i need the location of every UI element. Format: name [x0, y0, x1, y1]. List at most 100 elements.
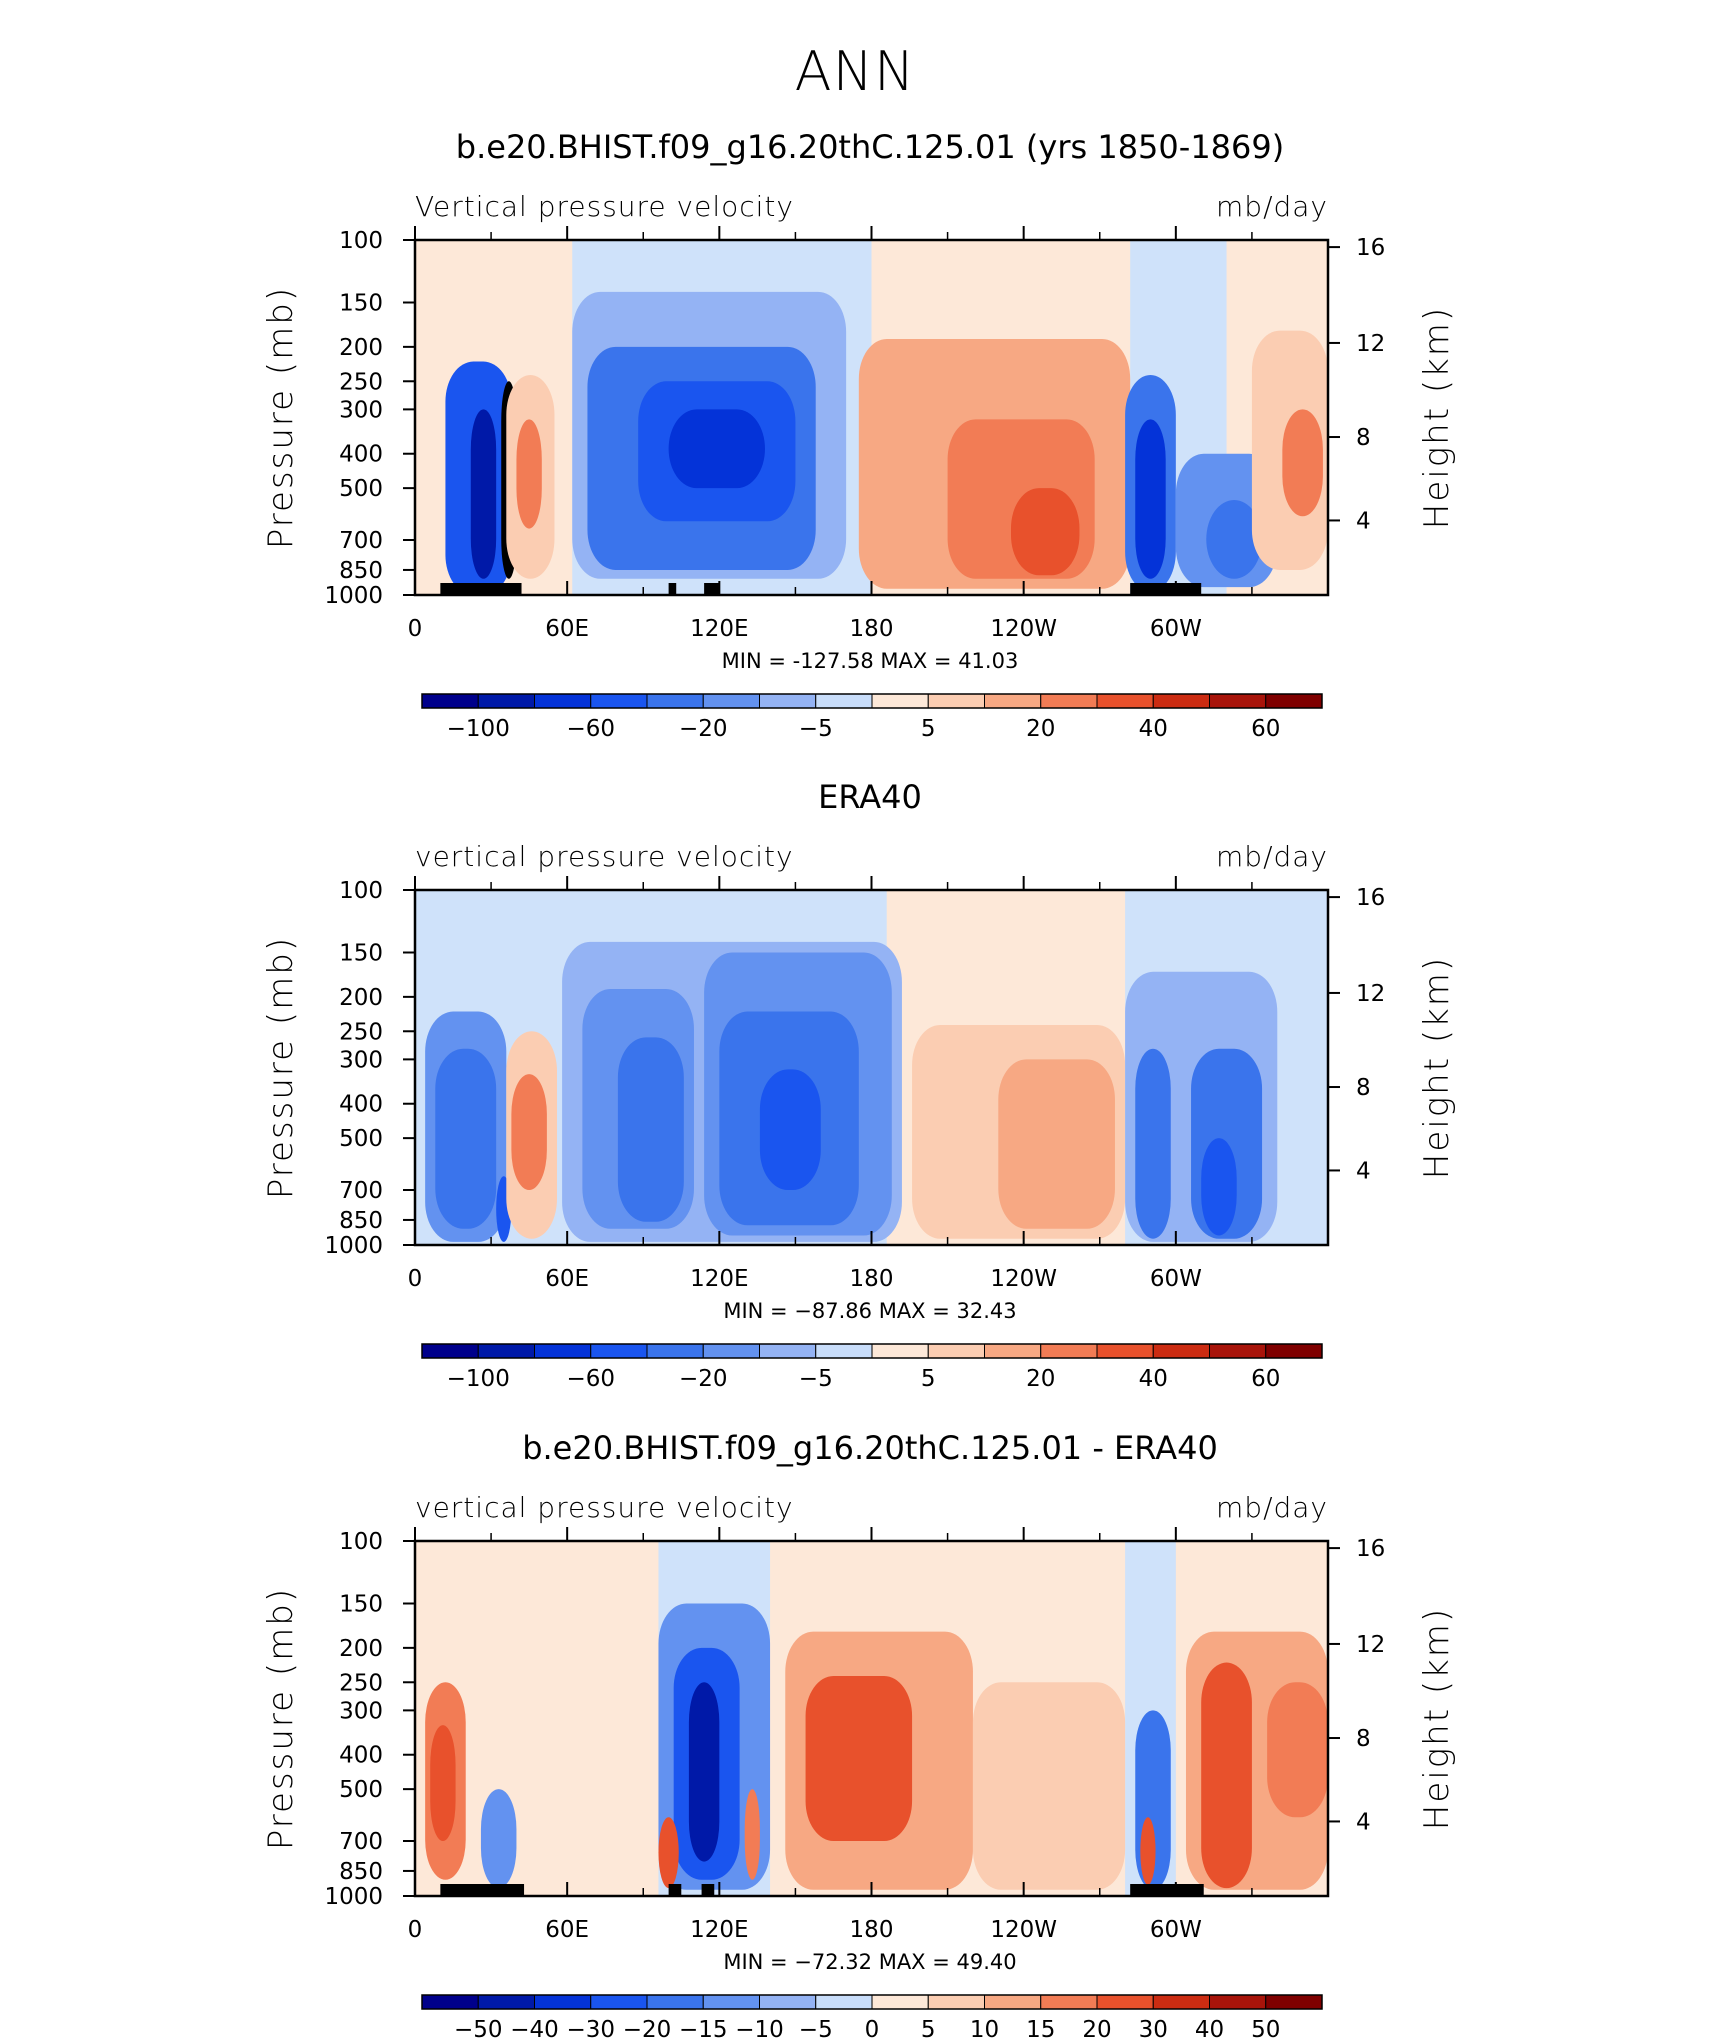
variable-label: vertical pressure velocity: [415, 840, 794, 873]
y-tick-label: 700: [339, 528, 383, 554]
colorbar-swatch: [984, 1343, 1042, 1359]
contour-region: [972, 1682, 1126, 1890]
x-tick-label: 0: [408, 616, 423, 642]
y-tick-label: 850: [339, 1859, 383, 1885]
y2-tick-label: 12: [1356, 331, 1385, 357]
y-tick-label: 200: [339, 1636, 383, 1662]
contour-region: [470, 409, 497, 579]
stats-label: MIN = −87.86 MAX = 32.43: [723, 1299, 1016, 1323]
contour-region: [511, 1074, 547, 1191]
colorbar-swatch: [477, 693, 535, 709]
y-tick-label: 250: [339, 1670, 383, 1696]
colorbar-swatch: [534, 1343, 592, 1359]
colorbar-label: −5: [799, 1366, 833, 1392]
colorbar-swatch: [1265, 1343, 1323, 1359]
y-tick-label: 400: [339, 1092, 383, 1118]
colorbar-swatch: [1040, 693, 1098, 709]
colorbar-swatch: [871, 1994, 929, 2010]
y2-tick-label: 16: [1356, 1536, 1385, 1562]
colorbar-swatch: [1209, 1994, 1267, 2010]
colorbar-swatch: [871, 693, 929, 709]
y-axis-label: Pressure (mb): [261, 1587, 301, 1850]
y-tick-label: 150: [339, 941, 383, 967]
contour-region: [1267, 1682, 1328, 1818]
colorbar-swatch: [984, 693, 1042, 709]
y-axis-label: Pressure (mb): [261, 286, 301, 549]
contour-region: [1135, 1048, 1171, 1239]
colorbar-label: 15: [1026, 2017, 1055, 2038]
variable-label: Vertical pressure velocity: [415, 190, 794, 223]
y-tick-label: 100: [339, 228, 383, 254]
y-tick-label: 700: [339, 1178, 383, 1204]
x-tick-label: 120W: [990, 1266, 1057, 1292]
units-label: mb/day: [1216, 840, 1328, 873]
colorbar-swatch: [646, 1994, 704, 2010]
colorbar-label: −10: [735, 2017, 784, 2038]
colorbar-label: −30: [566, 2017, 615, 2038]
y-tick-label: 250: [339, 369, 383, 395]
colorbar-label: −100: [447, 716, 510, 742]
contour-region: [1201, 1662, 1252, 1889]
terrain-block: [440, 1884, 525, 1896]
contour-region: [516, 419, 542, 529]
colorbar-label: 30: [1139, 2017, 1168, 2038]
chart-panel-2: ERA40 vertical pressure velocity mb/day 0 60…: [261, 778, 1457, 1392]
colorbar-swatch: [927, 1343, 985, 1359]
colorbar-frame: [421, 1343, 1323, 1359]
y2-axis-label: Height (km): [1417, 306, 1457, 529]
y-tick-label: 1000: [324, 583, 383, 609]
colorbar-label: 20: [1026, 1366, 1055, 1392]
y-tick-label: 500: [339, 476, 383, 502]
colorbar-label: 40: [1139, 1366, 1168, 1392]
contour-region: [617, 1037, 684, 1222]
y-tick-label: 700: [339, 1829, 383, 1855]
colorbar-swatch: [815, 1343, 873, 1359]
colorbar-label: 0: [865, 2017, 880, 2038]
y-tick-label: 250: [339, 1019, 383, 1045]
contour-region: [1135, 419, 1166, 579]
y-tick-label: 200: [339, 335, 383, 361]
y-tick-label: 300: [339, 1698, 383, 1724]
contour-region: [430, 1725, 456, 1842]
colorbar-label: 40: [1195, 2017, 1224, 2038]
colorbar-swatch: [927, 1994, 985, 2010]
colorbar-label: 5: [921, 2017, 936, 2038]
chart-panel-3: b.e20.BHIST.f09_g16.20thC.125.01 - ERA40…: [261, 1429, 1457, 2038]
y2-tick-label: 16: [1356, 885, 1385, 911]
colorbar-label: 60: [1251, 716, 1280, 742]
colorbar-swatch: [702, 1994, 760, 2010]
x-tick-label: 120E: [690, 1266, 748, 1292]
x-tick-label: 60E: [545, 1266, 589, 1292]
page-title: ANN: [794, 40, 916, 103]
contour-region: [1282, 409, 1323, 517]
y-tick-label: 100: [339, 878, 383, 904]
y2-tick-label: 8: [1356, 1075, 1371, 1101]
y-tick-label: 850: [339, 1208, 383, 1234]
y2-axis-label: Height (km): [1417, 956, 1457, 1179]
y2-tick-label: 8: [1356, 1726, 1371, 1752]
x-tick-label: 0: [408, 1266, 423, 1292]
y-tick-label: 200: [339, 985, 383, 1011]
y2-tick-label: 4: [1356, 1158, 1371, 1184]
y-tick-label: 300: [339, 1047, 383, 1073]
colorbar-swatch: [590, 1994, 648, 2010]
x-tick-label: 0: [408, 1917, 423, 1943]
terrain-block: [1130, 583, 1202, 595]
terrain-block: [701, 1884, 715, 1896]
colorbar-swatch: [1096, 693, 1154, 709]
colorbar-swatch: [702, 1343, 760, 1359]
colorbar-label: 5: [921, 716, 936, 742]
y-tick-label: 400: [339, 1743, 383, 1769]
colorbar-label: 5: [921, 1366, 936, 1392]
colorbar-label: −5: [799, 716, 833, 742]
colorbar-swatch: [1265, 693, 1323, 709]
colorbar-label: 20: [1026, 716, 1055, 742]
x-tick-label: 120E: [690, 616, 748, 642]
colorbar-label: −5: [799, 2017, 833, 2038]
y-tick-label: 850: [339, 558, 383, 584]
panel-title: b.e20.BHIST.f09_g16.20thC.125.01 - ERA40: [522, 1429, 1218, 1467]
colorbar-swatch: [477, 1994, 535, 2010]
colorbar-swatch: [759, 1994, 817, 2010]
colorbar-swatch: [1096, 1994, 1154, 2010]
